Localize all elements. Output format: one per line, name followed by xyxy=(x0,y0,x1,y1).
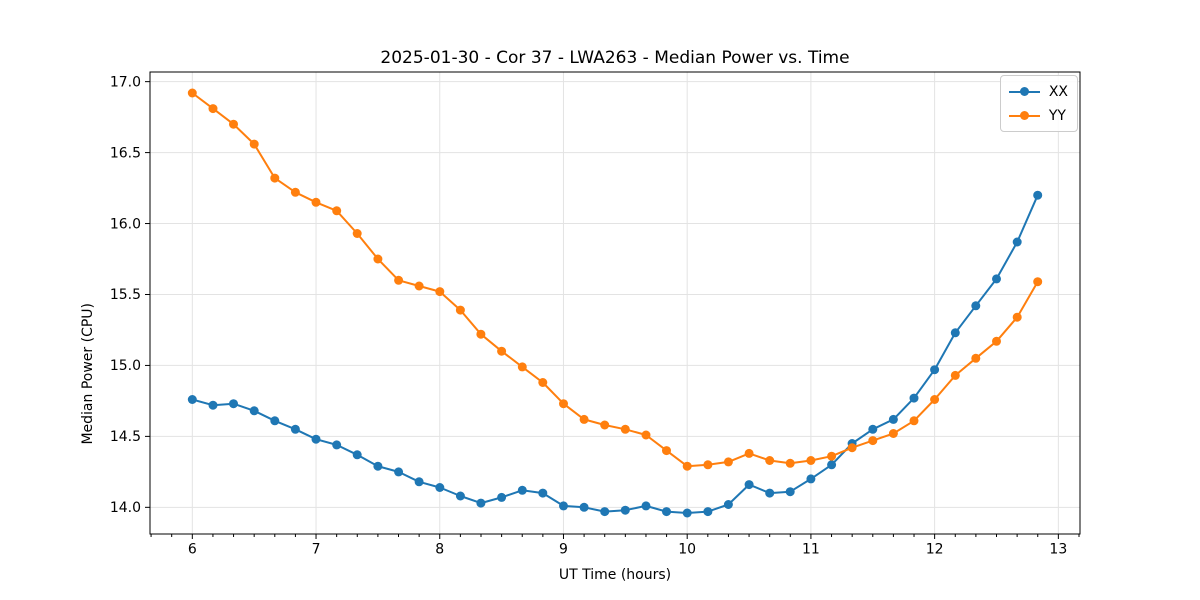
gridlines xyxy=(150,72,1080,534)
svg-text:13: 13 xyxy=(1049,542,1067,558)
svg-text:12: 12 xyxy=(926,542,944,558)
legend: XX YY xyxy=(999,75,1078,132)
svg-text:14.0: 14.0 xyxy=(110,500,141,516)
svg-text:17.0: 17.0 xyxy=(110,74,141,90)
legend-line-marker-icon xyxy=(1008,110,1040,121)
svg-text:15.5: 15.5 xyxy=(110,287,141,303)
x-axis-label: UT Time (hours) xyxy=(558,567,672,583)
series-XX xyxy=(187,190,1043,518)
x-tick-labels: 6 7 8 9 10 11 12 13 xyxy=(188,542,1067,558)
y-tick-labels: 14.0 14.5 15.0 15.5 16.0 16.5 17.0 xyxy=(110,74,141,516)
svg-text:15.0: 15.0 xyxy=(110,358,141,374)
svg-text:9: 9 xyxy=(559,542,568,558)
svg-text:10: 10 xyxy=(678,542,696,558)
svg-text:8: 8 xyxy=(435,542,444,558)
legend-label: YY xyxy=(1048,107,1066,124)
svg-text:11: 11 xyxy=(802,542,820,558)
svg-text:7: 7 xyxy=(312,542,321,558)
svg-text:16.0: 16.0 xyxy=(110,216,141,232)
svg-text:14.5: 14.5 xyxy=(110,429,141,445)
svg-text:16.5: 16.5 xyxy=(110,145,141,161)
chart-title: 2025-01-30 - Cor 37 - LWA263 - Median Po… xyxy=(380,48,850,68)
legend-item-YY: YY xyxy=(1008,105,1068,126)
ticks xyxy=(145,81,1080,539)
legend-label: XX xyxy=(1048,83,1068,100)
plot-frame xyxy=(149,71,1081,535)
series-YY xyxy=(187,88,1043,471)
legend-line-marker-icon xyxy=(1008,86,1040,97)
svg-text:6: 6 xyxy=(188,542,197,558)
legend-item-XX: XX xyxy=(1008,81,1068,102)
